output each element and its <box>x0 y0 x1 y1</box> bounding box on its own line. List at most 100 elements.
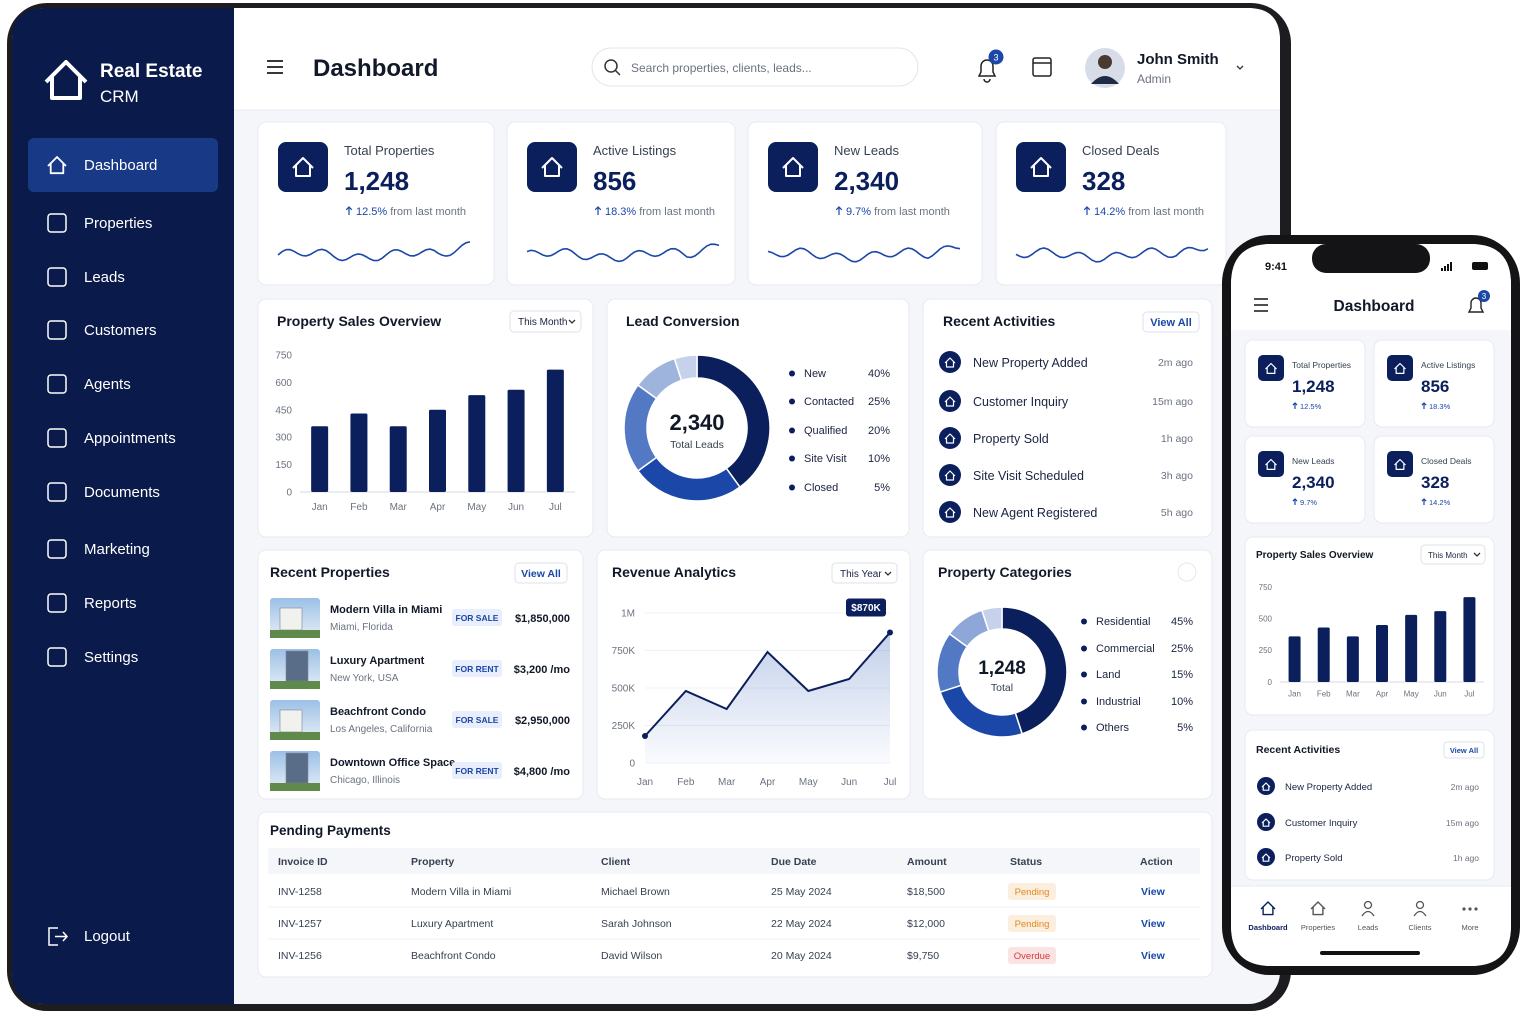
x-tick-label: Jan <box>637 777 653 788</box>
stat-change: 18.3% <box>1429 402 1451 411</box>
action-link[interactable]: View <box>1141 918 1166 930</box>
stat-change: 12.5% <box>1300 402 1322 411</box>
panel-title: Property Sales Overview <box>277 313 441 329</box>
nav-item[interactable]: Settings <box>84 649 138 666</box>
person-icon <box>1413 910 1427 917</box>
bar <box>1376 625 1388 682</box>
annotation-label: $870K <box>851 603 881 614</box>
nav-icon <box>47 320 67 340</box>
view-all-label: View All <box>521 568 561 580</box>
stat-value: 856 <box>593 166 636 196</box>
home-indicator <box>1320 951 1420 955</box>
donut-total: 1,248 <box>978 658 1026 679</box>
brand-subtitle: CRM <box>100 87 139 106</box>
panel-title: Lead Conversion <box>626 313 740 329</box>
stat-change-suffix: from last month <box>874 206 950 218</box>
y-tick-label: 450 <box>275 405 292 416</box>
nav-item[interactable]: Properties <box>84 215 152 232</box>
x-tick-label: May <box>799 777 818 788</box>
stat-change: 18.3% from last month <box>605 206 715 218</box>
legend-label: Commercial <box>1096 643 1155 655</box>
view-all-button[interactable] <box>514 562 568 584</box>
nav-icon <box>47 428 67 448</box>
action-link[interactable]: View <box>1141 950 1166 962</box>
activity-time: 2m ago <box>1451 782 1480 792</box>
status-label: Pending <box>1015 919 1050 930</box>
avatar-head <box>1098 55 1112 69</box>
view-all-button[interactable] <box>1142 311 1200 333</box>
table-cell: 20 May 2024 <box>771 950 832 962</box>
filter-dropdown[interactable] <box>509 310 582 333</box>
x-tick-label: Jul <box>549 502 562 513</box>
bottom-nav-label[interactable]: Clients <box>1409 923 1432 932</box>
nav-item[interactable]: Documents <box>84 484 160 501</box>
legend-label: Qualified <box>804 425 847 437</box>
nav-icon <box>47 539 67 559</box>
donut-total-label: Total <box>991 682 1013 694</box>
nav-icon <box>47 647 67 667</box>
nav-item[interactable]: Dashboard <box>84 157 157 174</box>
search-box[interactable] <box>591 47 919 87</box>
property-image-ground <box>270 630 320 638</box>
status-badge <box>452 762 502 779</box>
filter-dropdown[interactable] <box>1420 544 1486 565</box>
person-icon <box>1363 900 1373 910</box>
nav-item[interactable]: Agents <box>84 376 131 393</box>
house-icon <box>944 507 956 518</box>
phone-title: Dashboard <box>1334 298 1415 315</box>
y-tick-label: 250K <box>612 721 636 732</box>
nav-item[interactable]: Leads <box>84 269 125 286</box>
nav-active-bg <box>28 138 218 192</box>
signal-icon <box>1447 264 1449 271</box>
status-badge <box>452 711 502 728</box>
activity-time: 15m ago <box>1152 396 1193 408</box>
action-link[interactable]: View <box>1141 886 1166 898</box>
bottom-nav-label[interactable]: Properties <box>1301 923 1335 932</box>
table-cell: $12,000 <box>907 918 945 930</box>
legend-value: 15% <box>1171 669 1193 681</box>
bottom-nav-label[interactable]: More <box>1461 923 1478 932</box>
y-tick-label: 250 <box>1259 646 1273 655</box>
nav-item[interactable]: Appointments <box>84 430 176 447</box>
nav-item[interactable]: Reports <box>84 595 137 612</box>
property-image-building <box>279 709 303 733</box>
view-all-button[interactable] <box>1443 741 1485 759</box>
x-tick-label: Jun <box>508 502 524 513</box>
legend-label: New <box>804 368 826 380</box>
x-tick-label: Feb <box>677 777 695 788</box>
stat-icon-bg <box>1258 355 1284 381</box>
status-badge <box>452 609 502 626</box>
stat-icon-bg <box>1387 355 1413 381</box>
stat-change-suffix: from last month <box>1128 206 1204 218</box>
y-tick-label: 600 <box>275 378 292 389</box>
chevron-icon <box>1473 552 1481 557</box>
y-tick-label: 0 <box>629 759 635 770</box>
line-point <box>887 629 893 636</box>
activity-icon <box>939 501 961 523</box>
filter-dropdown[interactable] <box>831 562 898 584</box>
donut-total-label: Total Leads <box>670 439 724 451</box>
legend-value: 25% <box>868 396 890 408</box>
table-header-bg <box>268 848 1200 874</box>
sparkline <box>526 243 720 263</box>
status-badge <box>1008 915 1056 932</box>
house-icon <box>1265 362 1277 374</box>
status-label: FOR SALE <box>456 715 499 725</box>
panel-title: Property Categories <box>938 564 1072 580</box>
more-icon <box>1462 907 1466 911</box>
bottom-nav-label[interactable]: Dashboard <box>1248 923 1288 932</box>
house-icon <box>1261 782 1271 791</box>
nav-item[interactable]: Customers <box>84 322 157 339</box>
logout-link[interactable]: Logout <box>84 928 131 945</box>
bell-icon[interactable] <box>977 59 997 83</box>
view-all-label: View All <box>1450 746 1478 755</box>
x-tick-label: Jul <box>1464 689 1474 698</box>
nav-item[interactable]: Marketing <box>84 541 150 558</box>
property-image-ground <box>270 732 320 740</box>
house-icon <box>541 157 563 177</box>
panel-menu-button[interactable] <box>1177 562 1197 582</box>
bottom-nav-label[interactable]: Leads <box>1358 923 1379 932</box>
bar <box>1288 636 1301 682</box>
calendar-icon[interactable] <box>1032 57 1052 77</box>
y-tick-label: 750K <box>612 646 636 657</box>
